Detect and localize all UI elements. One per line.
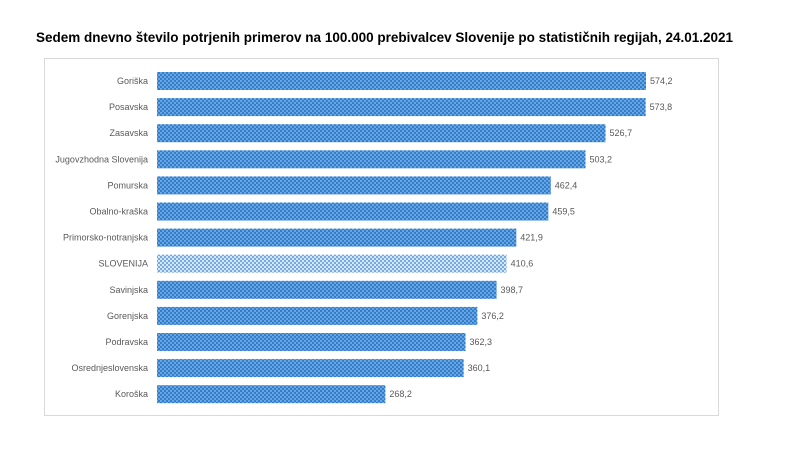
value-label: 398,7 [501, 285, 524, 295]
value-label: 573,8 [650, 102, 673, 112]
bar-pomurska [157, 176, 551, 195]
value-label: 526,7 [610, 128, 633, 138]
bar-zasavska [157, 124, 606, 143]
value-label: 503,2 [590, 154, 613, 164]
category-label: Podravska [105, 337, 148, 347]
bar-gori-ka [157, 72, 646, 90]
chart-title: Sedem dnevno število potrjenih primerov … [36, 30, 734, 45]
category-label: SLOVENIJA [98, 259, 148, 269]
category-label: Koroška [115, 389, 148, 399]
bar-primorsko-notranjska [157, 228, 517, 247]
value-label: 362,3 [470, 337, 493, 347]
value-label: 268,2 [389, 389, 412, 399]
bar-slovenija [157, 254, 507, 273]
value-label: 376,2 [481, 311, 504, 321]
bar-koro-ka [157, 385, 386, 404]
value-label: 459,5 [552, 207, 575, 217]
category-label: Goriška [117, 76, 148, 86]
category-label: Posavska [109, 102, 148, 112]
bar-posavska [157, 98, 646, 117]
category-label: Gorenjska [107, 311, 148, 321]
category-label: Osrednjeslovenska [71, 363, 148, 373]
value-label: 462,4 [555, 180, 578, 190]
category-label: Obalno-kraška [89, 207, 148, 217]
value-label: 421,9 [520, 233, 543, 243]
bar-gorenjska [157, 306, 478, 325]
bar-savinjska [157, 280, 497, 299]
category-label: Jugovzhodna Slovenija [55, 154, 148, 164]
bar-jugovzhodna-slovenija [157, 150, 586, 169]
bar-obalno-kra-ka [157, 202, 549, 221]
bar-podravska [157, 333, 466, 351]
category-label: Zasavska [109, 128, 148, 138]
category-label: Pomurska [107, 180, 148, 190]
bar-osrednjeslovenska [157, 359, 464, 378]
category-label: Primorsko-notranjska [63, 233, 148, 243]
category-label: Savinjska [109, 285, 148, 295]
value-label: 574,2 [650, 76, 673, 86]
value-label: 360,1 [468, 363, 491, 373]
value-label: 410,6 [511, 259, 534, 269]
